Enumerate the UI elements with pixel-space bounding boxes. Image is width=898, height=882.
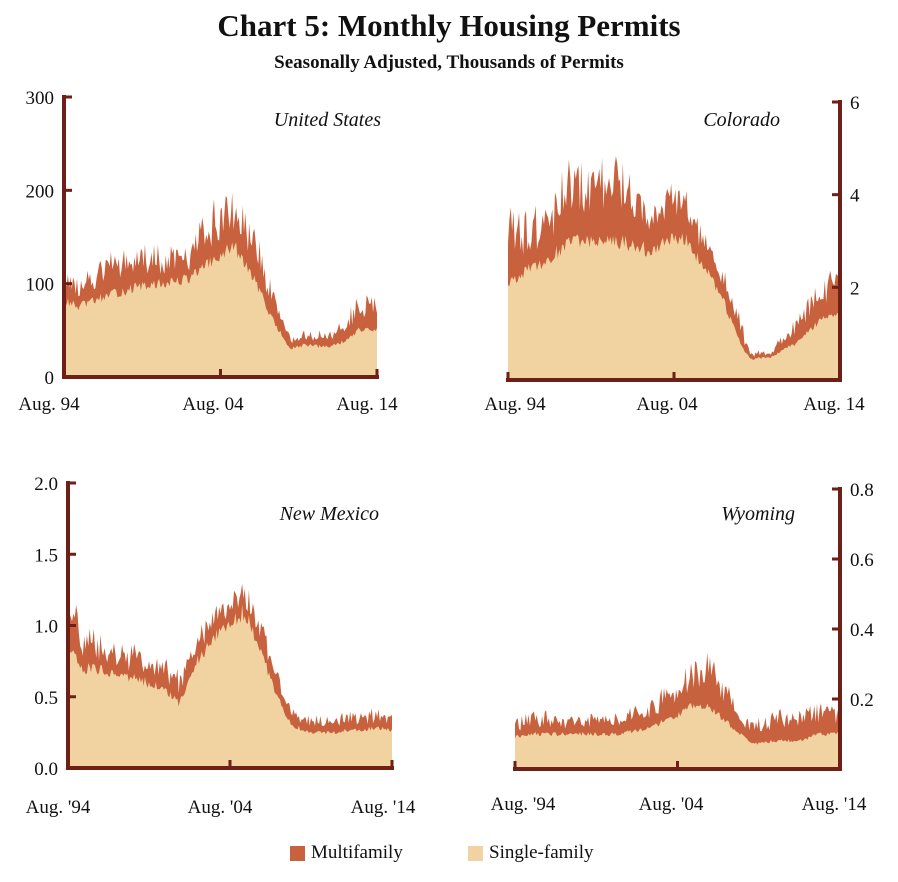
x-tick-label: Aug. 14 <box>336 394 398 415</box>
chart-subtitle: Seasonally Adjusted, Thousands of Permit… <box>274 52 624 73</box>
x-tick-label: Aug. '04 <box>188 797 253 818</box>
panel-colorado: 2 4 6 Aug. 94 Aug. 04 Aug. 14 Colorado <box>484 93 865 415</box>
legend-swatch-multifamily <box>290 845 305 861</box>
y-tick-label: 1.0 <box>34 617 58 638</box>
y-tick-label: 4 <box>850 186 860 207</box>
y-tick-label: 0 <box>45 368 55 389</box>
legend-label-multifamily: Multifamily <box>311 842 403 863</box>
y-tick-label: 0.2 <box>850 690 874 711</box>
y-tick-label: 0.0 <box>34 759 58 780</box>
panel-label: Colorado <box>703 109 780 131</box>
panel-label: United States <box>274 109 381 131</box>
legend-label-single-family: Single-family <box>489 842 594 863</box>
y-tick-label: 0.6 <box>850 550 874 571</box>
x-tick-label: Aug. 94 <box>18 394 80 415</box>
y-tick-label: 0.5 <box>34 688 58 709</box>
y-tick-label: 0.4 <box>850 620 874 641</box>
panel-label: New Mexico <box>279 503 379 525</box>
x-tick-label: Aug. '94 <box>26 797 91 818</box>
chart-title: Chart 5: Monthly Housing Permits <box>217 8 681 43</box>
x-tick-label: Aug. 94 <box>484 394 546 415</box>
legend-single-family: Single-family <box>468 842 593 864</box>
x-tick-label: Aug. '14 <box>802 794 867 815</box>
y-tick-label: 0.8 <box>850 480 874 501</box>
y-tick-label: 2 <box>850 278 860 299</box>
area-single-family <box>64 242 377 377</box>
panel-label: Wyoming <box>721 503 795 525</box>
panel-united-states: 0 100 200 300 Aug. 94 Aug. 04 Aug. 14 United St… <box>18 88 398 415</box>
y-tick-label: 300 <box>26 88 55 109</box>
x-tick-label: Aug. 04 <box>182 394 244 415</box>
y-tick-label: 2.0 <box>34 474 58 495</box>
x-tick-label: Aug. 04 <box>636 394 698 415</box>
y-tick-label: 6 <box>850 93 860 114</box>
legend-swatch-single-family <box>468 845 483 861</box>
x-tick-label: Aug. 14 <box>803 394 865 415</box>
area-single-family <box>68 604 392 768</box>
y-tick-label: 100 <box>26 275 55 296</box>
y-tick-label: 200 <box>26 181 55 202</box>
x-tick-label: Aug. '04 <box>639 794 704 815</box>
area-single-family <box>515 703 840 769</box>
legend-multifamily: Multifamily <box>290 842 403 864</box>
x-tick-label: Aug. '94 <box>491 794 556 815</box>
panel-wyoming: 0.2 0.4 0.6 0.8 Aug. '94 Aug. '04 Aug. '14 Wyom… <box>491 480 875 815</box>
x-tick-label: Aug. '14 <box>351 797 416 818</box>
panel-new-mexico: 0.0 0.5 1.0 1.5 2.0 Aug. '94 Aug. '04 Aug. '14 N… <box>26 474 416 818</box>
y-tick-label: 1.5 <box>34 545 58 566</box>
area-single-family <box>508 233 840 380</box>
